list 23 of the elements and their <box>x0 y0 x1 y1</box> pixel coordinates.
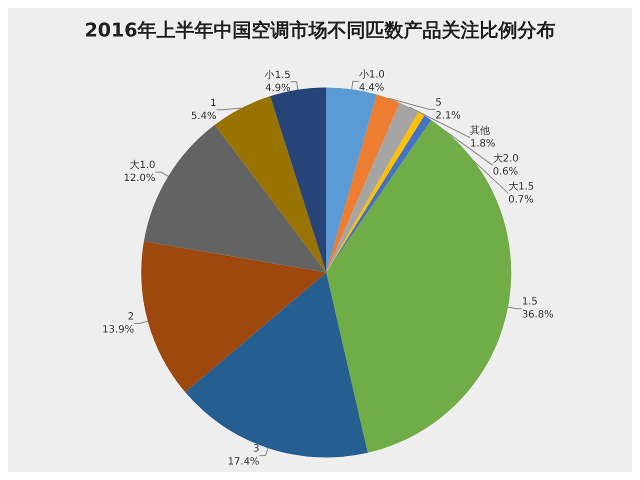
slice-label: 大1.0 <box>129 159 156 172</box>
data-label: 36.8% <box>522 310 554 321</box>
slice-label: 小1.0 <box>358 68 385 80</box>
data-label: 2.1% <box>435 110 461 122</box>
data-label: 12.0% <box>124 173 156 184</box>
data-label: 4.4% <box>358 82 384 94</box>
data-label: 5.4% <box>191 110 216 122</box>
slice-label: 1 <box>210 98 216 109</box>
slice-label: 3 <box>253 444 260 455</box>
slice-label: 其他 <box>470 124 490 136</box>
data-label: 0.7% <box>508 194 534 206</box>
slice-label: 2 <box>128 311 134 322</box>
data-label: 4.9% <box>265 82 291 94</box>
data-label: 0.6% <box>492 166 518 178</box>
data-label: 17.4% <box>228 456 260 468</box>
slice-label: 大2.0 <box>492 152 519 164</box>
data-label: 1.8% <box>470 138 496 150</box>
data-label: 13.9% <box>102 324 134 336</box>
slice-label: 1.5 <box>522 296 538 308</box>
slice-label: 5 <box>435 97 442 108</box>
slice-label: 大1.5 <box>508 180 534 192</box>
slice-label: 小1.5 <box>264 68 291 81</box>
chart-title: 2016年上半年中国空调市场不同匹数产品关注比例分布 <box>84 20 556 42</box>
